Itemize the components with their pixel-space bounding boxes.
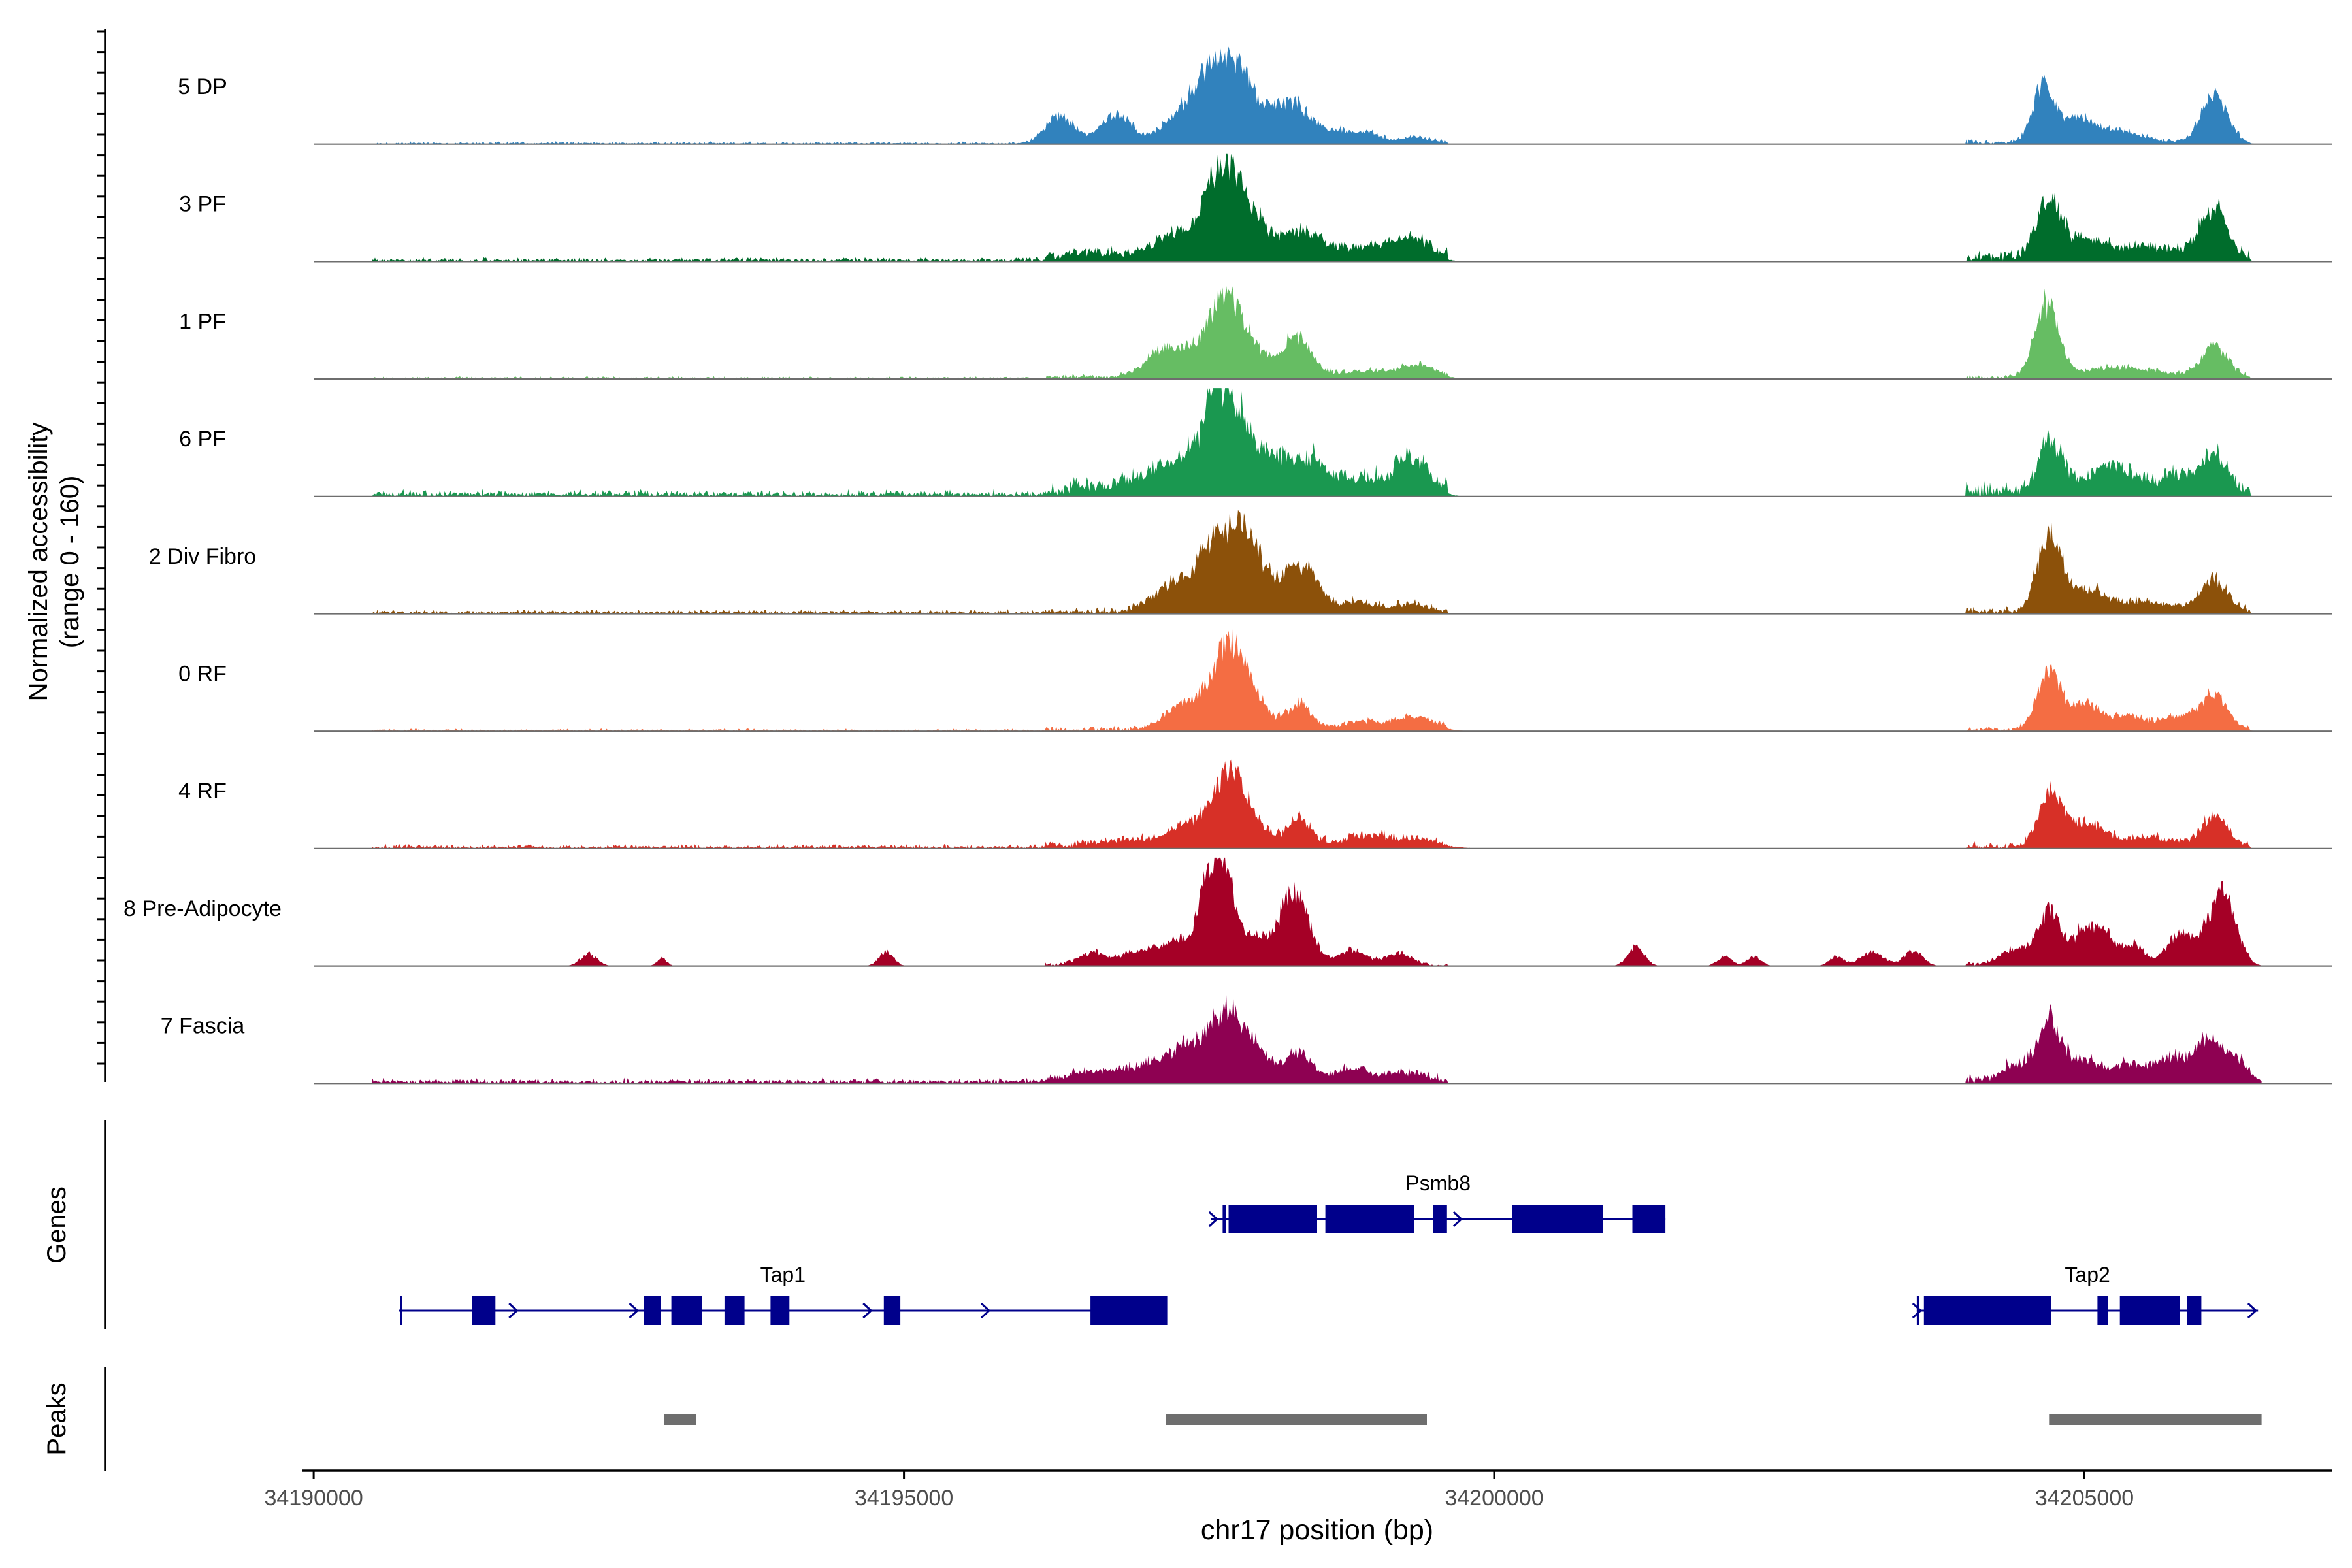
gene-exon	[2097, 1296, 2108, 1325]
coverage-track: 8 Pre-Adipocyte	[123, 857, 2332, 967]
x-axis-label: chr17 position (bp)	[1201, 1514, 1433, 1546]
strand-arrow	[2247, 1302, 2258, 1319]
strand-arrow	[508, 1302, 519, 1319]
gene-exon	[1512, 1205, 1603, 1233]
gene-exon	[1090, 1296, 1168, 1325]
gene-model: Psmb8	[1208, 1171, 1666, 1233]
gene-exon	[1222, 1205, 1226, 1233]
peaks-panel-label: Peaks	[42, 1382, 71, 1455]
strand-arrow	[1208, 1211, 1219, 1228]
strand-arrow	[629, 1302, 639, 1319]
x-tick-label: 34190000	[264, 1486, 363, 1511]
x-axis-ticks: 34190000 34195000 34200000 34205000	[264, 1471, 2134, 1511]
coverage-area	[314, 759, 2262, 849]
coverage-area	[314, 388, 2262, 497]
gene-annotations: Psmb8 Tap1 Tap2	[399, 1171, 2259, 1325]
gene-exon	[724, 1296, 745, 1325]
coverage-track: 1 PF	[179, 286, 2332, 380]
gene-name-label: Tap2	[2065, 1263, 2110, 1286]
coverage-area	[314, 857, 2262, 966]
track-label: 8 Pre-Adipocyte	[123, 896, 282, 921]
track-label: 7 Fascia	[161, 1014, 245, 1039]
coverage-area	[314, 993, 2262, 1084]
coverage-area	[314, 286, 2262, 380]
coverage-track: 7 Fascia	[161, 993, 2332, 1085]
gene-exon	[1632, 1205, 1666, 1233]
track-label: 0 RF	[178, 662, 227, 687]
track-label: 5 DP	[178, 74, 227, 99]
track-label: 3 PF	[179, 192, 226, 217]
coverage-track: 0 RF	[178, 627, 2332, 732]
gene-exon	[1228, 1205, 1317, 1233]
gene-exon	[883, 1296, 901, 1325]
x-tick-label: 34200000	[1445, 1486, 1543, 1511]
gene-exon	[1325, 1205, 1414, 1233]
coverage-area	[314, 627, 2262, 732]
coverage-tracks: 5 DP 3 PF 1 PF 6 PF 2 Div Fibro 0 RF 4 RF 8 Pre…	[123, 46, 2332, 1085]
gene-model: Tap1	[399, 1263, 1168, 1325]
track-label: 2 Div Fibro	[149, 544, 256, 569]
track-label: 6 PF	[179, 427, 226, 451]
strand-arrow	[1452, 1211, 1463, 1228]
peak-regions	[664, 1414, 2262, 1425]
peak-region	[664, 1414, 696, 1425]
gene-name-label: Psmb8	[1405, 1171, 1471, 1195]
track-label: 1 PF	[179, 309, 226, 334]
coverage-area	[314, 153, 2262, 262]
gene-exon	[644, 1296, 661, 1325]
coverage-track: 6 PF	[179, 388, 2332, 497]
coverage-track: 4 RF	[178, 759, 2332, 850]
x-tick-label: 34195000	[855, 1486, 953, 1511]
coverage-track: 5 DP	[178, 46, 2332, 145]
gene-exon	[1916, 1296, 1919, 1325]
y-axis-label: Normalized accessibility	[24, 423, 53, 702]
gene-exon	[2119, 1296, 2180, 1325]
coverage-track: 3 PF	[179, 153, 2332, 263]
coverage-area	[314, 510, 2262, 614]
gene-exon	[1923, 1296, 2051, 1325]
gene-exon	[2187, 1296, 2202, 1325]
gene-model: Tap2	[1912, 1263, 2259, 1325]
gene-exon	[770, 1296, 790, 1325]
genes-panel-label: Genes	[42, 1186, 71, 1264]
y-axis-range-label: (range 0 - 160)	[56, 476, 84, 649]
peak-region	[1166, 1414, 1427, 1425]
track-label: 4 RF	[178, 779, 227, 804]
x-tick-label: 34205000	[2035, 1486, 2134, 1511]
gene-exon	[472, 1296, 496, 1325]
gene-exon	[400, 1296, 402, 1325]
gene-exon	[671, 1296, 702, 1325]
strand-arrow	[1912, 1302, 1923, 1319]
peak-region	[2049, 1414, 2262, 1425]
gene-exon	[1433, 1205, 1447, 1233]
coverage-track: 2 Div Fibro	[149, 510, 2332, 615]
coverage-area	[314, 46, 2262, 144]
strand-arrow	[862, 1302, 873, 1319]
gene-name-label: Tap1	[760, 1263, 806, 1286]
strand-arrow	[980, 1302, 991, 1319]
coverage-y-ticks	[97, 30, 105, 1065]
